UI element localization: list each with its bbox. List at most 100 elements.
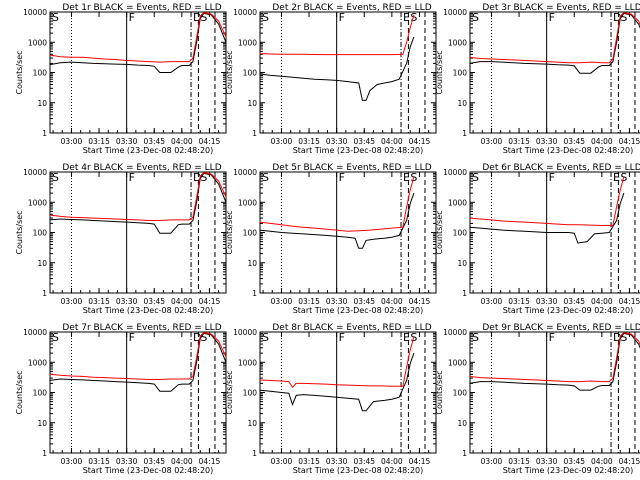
y-tick-label: 10	[457, 259, 467, 268]
event-marker-label: S	[200, 11, 207, 24]
y-tick-label: 1000	[448, 38, 467, 47]
event-marker-label: D	[193, 331, 201, 344]
panel-title: Det 9r BLACK = Events, RED = LLD	[482, 323, 640, 333]
y-tick-label: 10	[247, 99, 257, 108]
event-marker-label: D	[193, 11, 201, 24]
panel-title: Det 7r BLACK = Events, RED = LLD	[62, 323, 221, 333]
x-tick-label: 03:00	[271, 137, 293, 146]
x-tick-label: 03:15	[88, 137, 110, 146]
y-tick-label: 100	[33, 69, 48, 78]
x-tick-label: 03:00	[481, 297, 503, 306]
lld-series-line	[49, 12, 227, 63]
x-tick-label: 04:00	[171, 457, 193, 466]
y-tick-label: 1000	[238, 38, 257, 47]
lld-series-line	[259, 176, 415, 232]
event-marker-label: F	[129, 171, 135, 184]
lld-series-line	[469, 176, 625, 226]
event-marker-label: S	[472, 171, 479, 184]
y-axis-label: Counts/sec	[225, 370, 234, 414]
x-axis-label: Start Time (23-Dec-09 02:48:20)	[503, 466, 634, 475]
x-tick-label: 03:15	[508, 297, 530, 306]
x-tick-label: 03:30	[116, 137, 138, 146]
x-tick-label: 03:45	[143, 457, 165, 466]
x-tick-label: 03:45	[353, 137, 375, 146]
y-axis-label: Counts/sec	[15, 50, 24, 94]
lld-series-line	[259, 336, 415, 388]
y-tick-label: 10000	[443, 328, 467, 337]
x-tick-label: 04:00	[591, 297, 613, 306]
event-marker-label: F	[549, 331, 555, 344]
event-marker-label: S	[262, 11, 269, 24]
y-tick-label: 1	[462, 449, 467, 458]
y-tick-label: 1	[252, 449, 257, 458]
y-tick-label: 100	[453, 229, 468, 238]
y-tick-label: 1	[252, 129, 257, 138]
x-tick-label: 03:45	[563, 457, 585, 466]
y-tick-label: 1000	[28, 358, 47, 367]
y-tick-label: 1000	[448, 198, 467, 207]
panel-title: Det 3r BLACK = Events, RED = LLD	[482, 3, 640, 13]
event-marker-label: S	[52, 11, 59, 24]
event-marker-label: S	[472, 11, 479, 24]
x-tick-label: 03:30	[536, 297, 558, 306]
event-marker-label: S	[200, 331, 207, 344]
x-tick-label: 03:15	[298, 137, 320, 146]
x-tick-label: 03:15	[508, 457, 530, 466]
event-marker-label: F	[339, 171, 345, 184]
y-axis-label: Counts/sec	[435, 370, 444, 414]
x-tick-label: 03:00	[271, 457, 293, 466]
y-tick-label: 100	[33, 389, 48, 398]
y-tick-label: 1000	[238, 198, 257, 207]
y-tick-label: 10000	[443, 168, 467, 177]
event-marker-label: F	[339, 331, 345, 344]
event-marker-label: S	[620, 331, 627, 344]
lld-series-line	[49, 332, 227, 380]
x-tick-label: 03:00	[481, 457, 503, 466]
y-tick-label: 1000	[448, 358, 467, 367]
x-tick-label: 04:15	[199, 137, 221, 146]
y-tick-label: 1	[42, 129, 47, 138]
plot-frame	[49, 171, 227, 294]
y-tick-label: 100	[243, 69, 258, 78]
x-tick-label: 03:30	[326, 137, 348, 146]
x-tick-label: 04:15	[409, 457, 431, 466]
y-tick-label: 10000	[443, 8, 467, 17]
panel-title: Det 6r BLACK = Events, RED = LLD	[482, 163, 640, 173]
event-marker-label: E	[403, 11, 410, 24]
plot-frame	[469, 11, 640, 134]
plot-frame	[49, 11, 227, 134]
x-tick-label: 03:45	[353, 297, 375, 306]
lld-series-line	[49, 172, 227, 221]
panel-title: Det 1r BLACK = Events, RED = LLD	[62, 3, 221, 13]
x-axis-label: Start Time (23-Dec-08 02:48:20)	[503, 146, 634, 155]
x-tick-label: 03:00	[271, 297, 293, 306]
y-tick-label: 10	[37, 99, 47, 108]
panel-title: Det 5r BLACK = Events, RED = LLD	[272, 163, 431, 173]
event-marker-label: S	[472, 331, 479, 344]
panel-title: Det 2r BLACK = Events, RED = LLD	[272, 3, 431, 13]
x-tick-label: 04:00	[381, 137, 403, 146]
y-tick-label: 1000	[28, 198, 47, 207]
lld-series-line	[469, 12, 640, 64]
event-marker-label: D	[193, 171, 201, 184]
y-tick-label: 100	[453, 389, 468, 398]
x-axis-label: Start Time (23-Dec-08 02:48:20)	[83, 306, 214, 315]
y-axis-label: Counts/sec	[225, 50, 234, 94]
event-marker-label: F	[129, 331, 135, 344]
x-tick-label: 04:15	[409, 137, 431, 146]
x-tick-label: 03:30	[536, 457, 558, 466]
x-tick-label: 04:15	[619, 457, 640, 466]
event-marker-label: E	[403, 171, 410, 184]
y-tick-label: 1	[42, 289, 47, 298]
event-marker-label: E	[403, 331, 410, 344]
y-tick-label: 100	[243, 389, 258, 398]
y-tick-label: 100	[243, 229, 258, 238]
plot-frame	[469, 331, 640, 454]
event-marker-label: S	[52, 171, 59, 184]
x-axis-label: Start Time (23-Dec-08 02:48:20)	[293, 306, 424, 315]
